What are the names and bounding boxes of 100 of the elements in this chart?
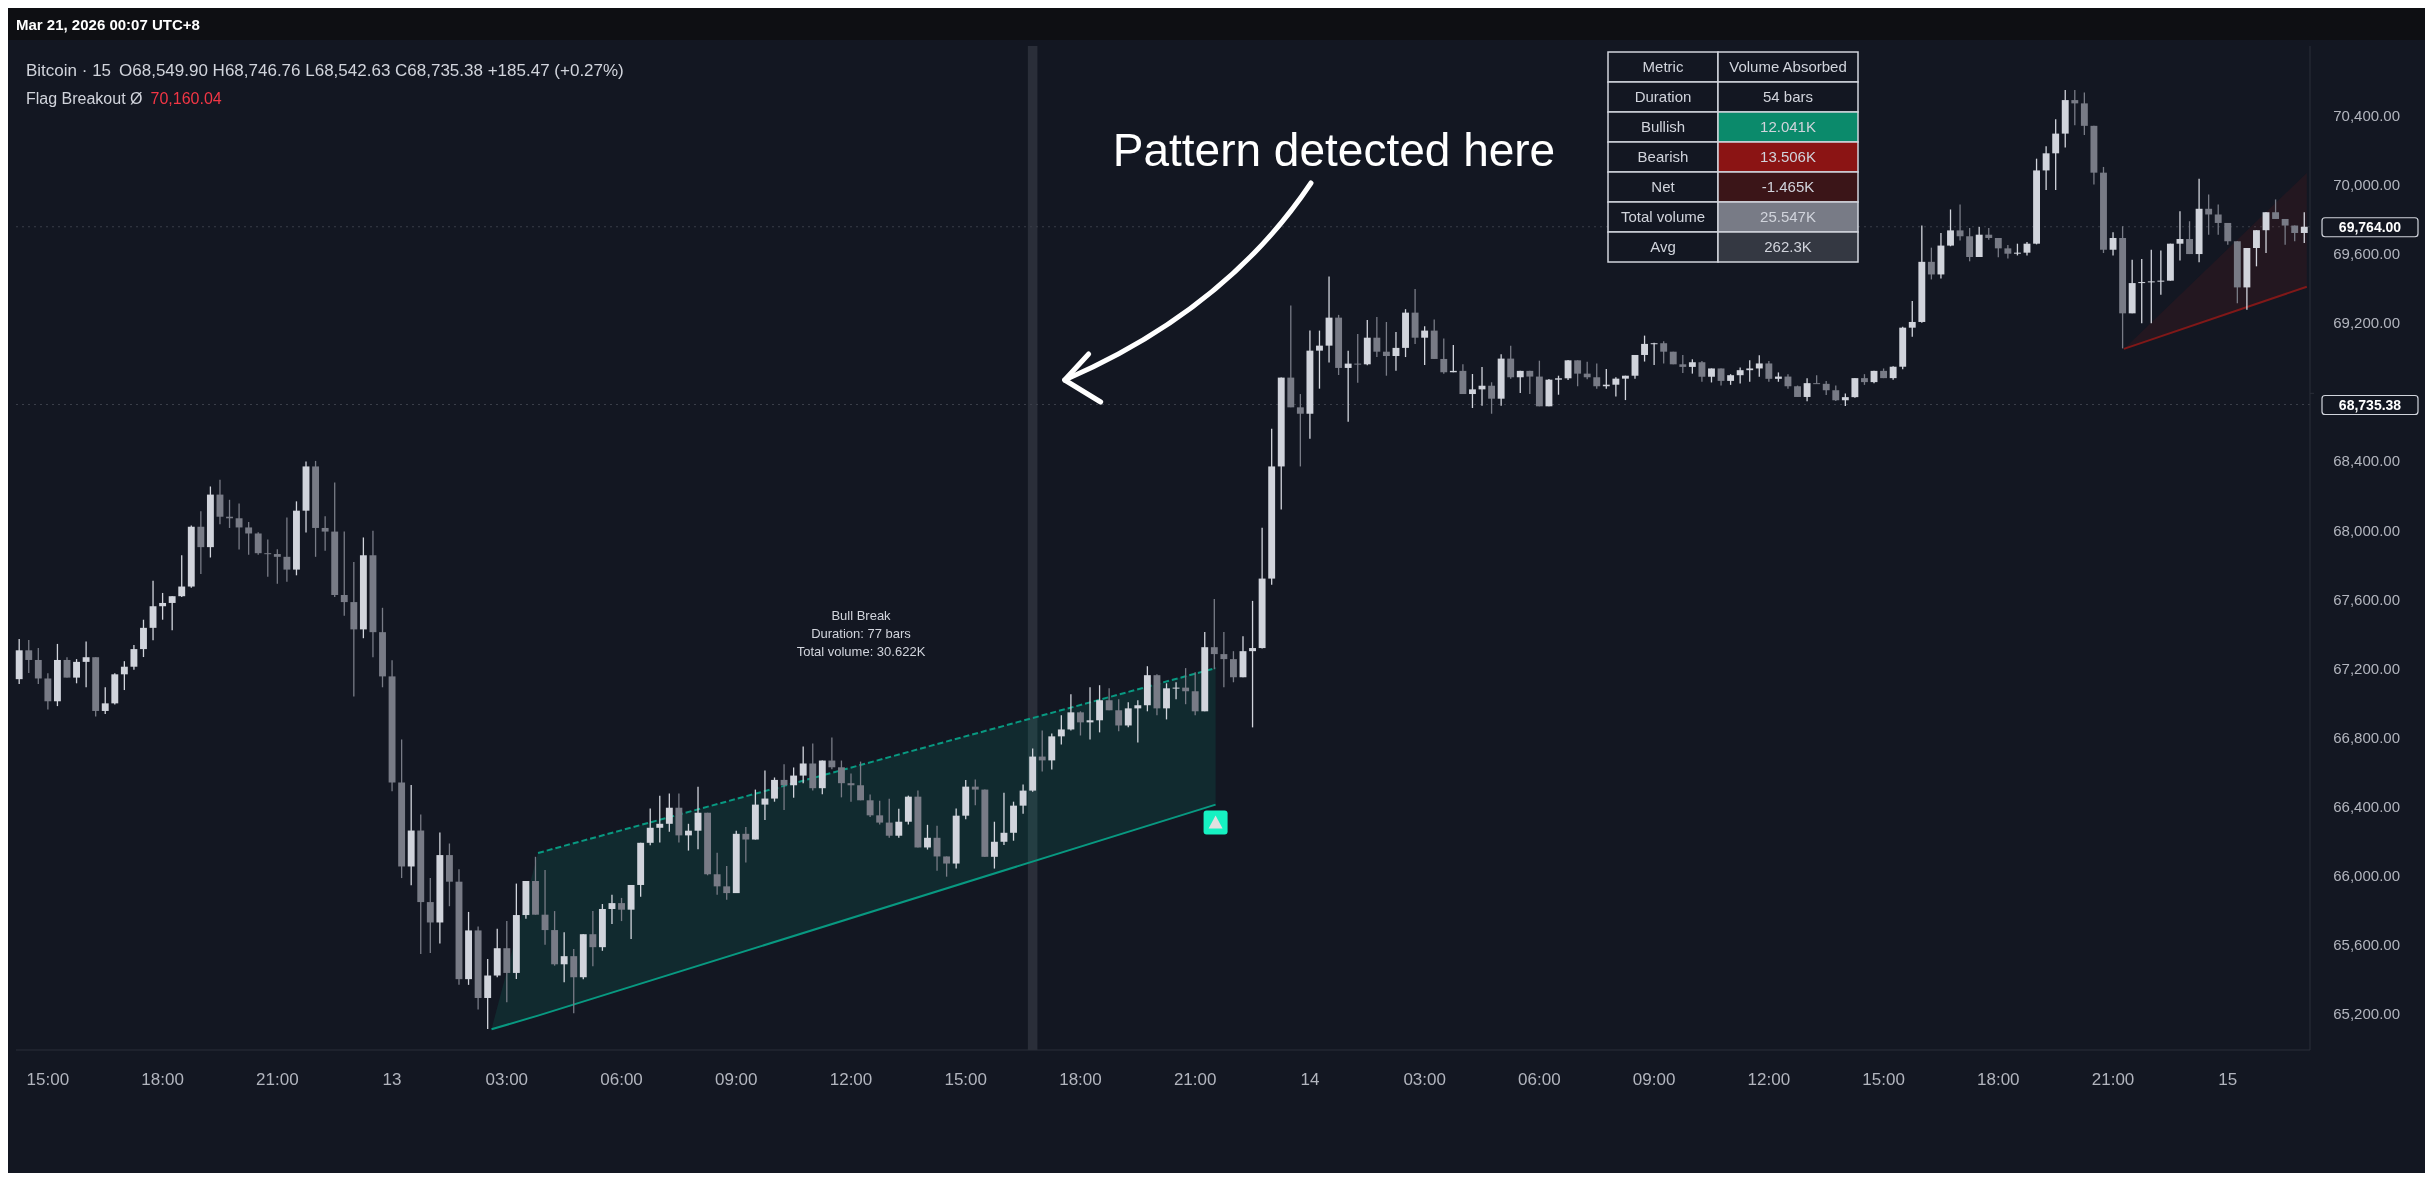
candlestick <box>780 763 788 811</box>
candlestick <box>101 686 109 715</box>
candlestick <box>1746 359 1754 383</box>
candlestick <box>264 538 272 578</box>
y-tick-label: 65,600.00 <box>2333 936 2400 954</box>
candlestick <box>2071 89 2079 126</box>
y-tick-label: 67,600.00 <box>2333 590 2400 608</box>
annotation: 12.041K <box>1760 118 1816 135</box>
candlestick <box>618 897 625 922</box>
candlestick <box>895 808 903 839</box>
y-tick-label: 66,400.00 <box>2333 798 2400 816</box>
candlestick <box>159 592 167 621</box>
candlestick <box>1555 375 1562 396</box>
candlestick <box>34 647 42 685</box>
x-tick-label: 18:00 <box>1059 1070 1102 1089</box>
annotation: Total volume <box>1620 208 1706 225</box>
candlestick <box>924 824 931 851</box>
candlestick <box>771 776 778 803</box>
candlestick <box>25 639 33 674</box>
candlestick <box>1966 227 1974 262</box>
candlestick <box>1650 342 1658 366</box>
candlestick <box>646 807 654 846</box>
annotation: Total volume: 30.622K <box>796 644 926 659</box>
annotation: Net <box>1651 178 1676 195</box>
candlestick <box>1220 631 1228 688</box>
text: Bitcoin · 15 <box>26 61 112 80</box>
candlestick <box>1908 300 1916 338</box>
y-tick-label: 70,000.00 <box>2333 175 2400 193</box>
candlestick <box>790 766 798 799</box>
candlestick <box>426 877 434 954</box>
candlestick <box>1927 247 1935 281</box>
annotation: Metric <box>1642 58 1684 75</box>
candlestick <box>1459 363 1467 395</box>
y-tick-label: 66,000.00 <box>2333 867 2400 885</box>
candlestick <box>1593 362 1601 390</box>
candlestick <box>340 530 348 617</box>
x-tick-label: 21:00 <box>256 1070 299 1089</box>
candlestick <box>484 958 492 1030</box>
candlestick <box>799 745 807 784</box>
x-tick-label: 18:00 <box>1977 1070 2020 1089</box>
candlestick <box>2205 193 2213 236</box>
candlestick <box>1115 698 1123 732</box>
candlestick <box>2186 220 2193 255</box>
candlestick <box>1124 701 1132 729</box>
candlestick <box>235 502 243 551</box>
candlestick <box>1621 375 1629 401</box>
candlestick <box>1354 333 1362 384</box>
x-tick-label: 03:00 <box>485 1070 529 1089</box>
x-tick-label: 21:00 <box>1173 1070 1217 1089</box>
annotation: 13.506K <box>1760 148 1816 165</box>
candlestick <box>283 516 291 583</box>
candlestick <box>656 794 664 844</box>
candlestick <box>943 855 951 878</box>
candlestick <box>197 510 205 575</box>
candlestick <box>866 793 874 818</box>
x-tick-label: 06:00 <box>1518 1070 1561 1089</box>
x-tick-label: 18:00 <box>141 1070 184 1089</box>
candlestick <box>2080 91 2088 136</box>
candlestick <box>254 531 262 556</box>
x-tick-label: 21:00 <box>2091 1070 2135 1089</box>
candlestick <box>1956 203 1964 242</box>
candlestick <box>1440 337 1448 375</box>
x-tick-label: 12:00 <box>829 1070 873 1089</box>
y-tick-label: 69,600.00 <box>2333 245 2400 263</box>
candlestick <box>1191 671 1199 716</box>
y-tick-label: 66,800.00 <box>2333 728 2400 746</box>
candlestick <box>44 672 52 711</box>
candlestick <box>990 821 998 870</box>
candlestick <box>876 799 884 826</box>
candlestick <box>1641 334 1648 363</box>
candlestick <box>1316 329 1323 390</box>
candlestick <box>2052 118 2060 191</box>
candlestick <box>1057 714 1065 746</box>
candlestick <box>1373 316 1381 358</box>
candlestick <box>589 910 597 967</box>
candlestick <box>2214 203 2222 236</box>
candlestick <box>570 948 578 1014</box>
candlestick <box>837 759 845 799</box>
y-tick-label: 69,200.00 <box>2333 314 2400 332</box>
candlestick <box>2042 145 2050 191</box>
candlestick <box>140 619 147 658</box>
ref-line-label: 69,764.00 <box>2338 218 2402 235</box>
candlestick <box>245 521 253 556</box>
candlestick <box>82 640 90 688</box>
candlestick <box>1851 377 1859 399</box>
annotation: 25.547K <box>1760 208 1816 225</box>
candlestick <box>2272 198 2280 220</box>
y-tick-label: 67,200.00 <box>2333 659 2400 677</box>
candlestick <box>1803 377 1811 402</box>
ref-line-label: 68,735.38 <box>2338 396 2402 413</box>
annotation: -1.465K <box>1761 178 1815 195</box>
annotation: Avg <box>1650 238 1676 255</box>
candlestick <box>1574 359 1582 387</box>
candlestick <box>321 515 329 552</box>
y-tick-label: 70,400.00 <box>2333 106 2400 124</box>
candlestick <box>2147 249 2155 324</box>
candlestick <box>1172 681 1180 700</box>
candlestick <box>1421 325 1429 366</box>
candlestick <box>560 931 568 983</box>
candlestick <box>130 644 138 671</box>
